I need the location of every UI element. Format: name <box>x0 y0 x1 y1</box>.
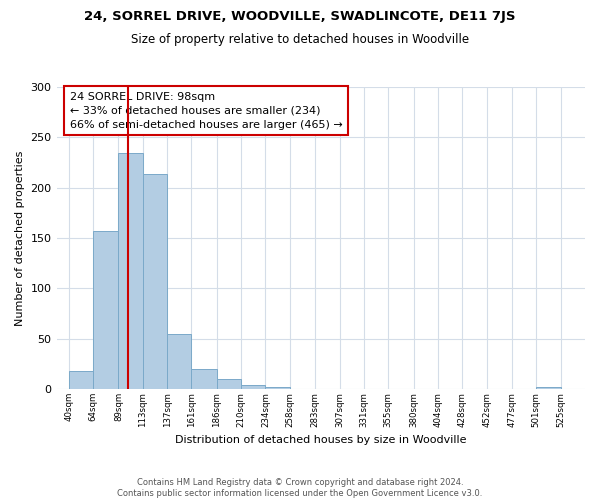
Y-axis label: Number of detached properties: Number of detached properties <box>15 150 25 326</box>
X-axis label: Distribution of detached houses by size in Woodville: Distribution of detached houses by size … <box>175 435 467 445</box>
Text: 24, SORREL DRIVE, WOODVILLE, SWADLINCOTE, DE11 7JS: 24, SORREL DRIVE, WOODVILLE, SWADLINCOTE… <box>84 10 516 23</box>
Bar <box>167 334 191 389</box>
Bar <box>241 385 265 389</box>
Bar <box>118 154 143 389</box>
Bar <box>265 387 290 389</box>
Bar <box>191 369 217 389</box>
Text: Contains HM Land Registry data © Crown copyright and database right 2024.
Contai: Contains HM Land Registry data © Crown c… <box>118 478 482 498</box>
Text: 24 SORREL DRIVE: 98sqm
← 33% of detached houses are smaller (234)
66% of semi-de: 24 SORREL DRIVE: 98sqm ← 33% of detached… <box>70 92 343 130</box>
Bar <box>536 387 560 389</box>
Bar <box>69 371 93 389</box>
Bar <box>143 174 167 389</box>
Text: Size of property relative to detached houses in Woodville: Size of property relative to detached ho… <box>131 32 469 46</box>
Bar <box>93 231 118 389</box>
Bar <box>217 379 241 389</box>
